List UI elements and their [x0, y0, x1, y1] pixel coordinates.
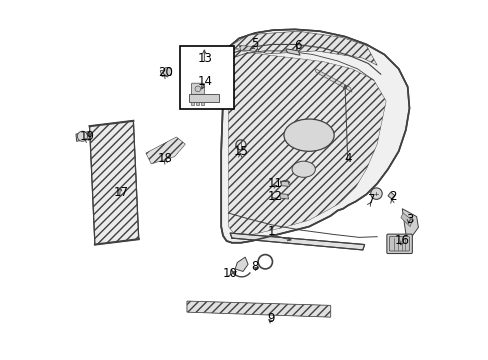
Ellipse shape [284, 119, 333, 151]
Polygon shape [89, 121, 139, 244]
Polygon shape [402, 209, 418, 237]
Text: 9: 9 [267, 311, 275, 325]
Polygon shape [160, 69, 171, 76]
Text: 3: 3 [405, 213, 412, 226]
Polygon shape [387, 192, 394, 199]
Polygon shape [228, 47, 386, 237]
Text: 5: 5 [251, 37, 259, 50]
Ellipse shape [291, 161, 315, 177]
Text: 18: 18 [158, 152, 173, 165]
Text: 12: 12 [267, 190, 282, 203]
Text: 13: 13 [197, 51, 212, 64]
Circle shape [77, 131, 87, 141]
Text: 20: 20 [158, 66, 173, 79]
Bar [196, 102, 199, 105]
Polygon shape [280, 181, 289, 186]
Polygon shape [314, 68, 351, 92]
Text: 4: 4 [344, 152, 351, 165]
Circle shape [163, 67, 171, 76]
FancyBboxPatch shape [191, 83, 204, 94]
Text: 6: 6 [294, 39, 302, 52]
Text: 17: 17 [113, 186, 128, 199]
Polygon shape [279, 194, 288, 199]
Text: 11: 11 [267, 177, 282, 190]
Text: 7: 7 [367, 193, 375, 206]
Polygon shape [228, 31, 376, 65]
Circle shape [370, 188, 382, 199]
Polygon shape [76, 132, 89, 141]
Polygon shape [187, 301, 330, 317]
Circle shape [195, 86, 201, 92]
Polygon shape [89, 121, 139, 244]
Text: 16: 16 [394, 234, 409, 247]
Polygon shape [230, 233, 364, 250]
Polygon shape [285, 49, 300, 55]
Bar [191, 102, 194, 105]
Polygon shape [235, 257, 247, 271]
Text: 10: 10 [222, 267, 237, 280]
Text: 15: 15 [233, 145, 248, 158]
Bar [201, 102, 203, 105]
Polygon shape [188, 94, 219, 102]
Polygon shape [187, 301, 330, 317]
Text: 19: 19 [79, 130, 94, 144]
FancyBboxPatch shape [388, 237, 408, 251]
Text: 8: 8 [251, 260, 259, 273]
Polygon shape [400, 213, 411, 226]
Text: 14: 14 [197, 75, 212, 88]
FancyBboxPatch shape [386, 234, 411, 253]
Bar [180, 46, 234, 109]
Text: 1: 1 [267, 225, 275, 238]
Polygon shape [221, 30, 408, 243]
Text: 2: 2 [389, 190, 396, 203]
Polygon shape [239, 45, 258, 51]
Polygon shape [145, 137, 185, 164]
